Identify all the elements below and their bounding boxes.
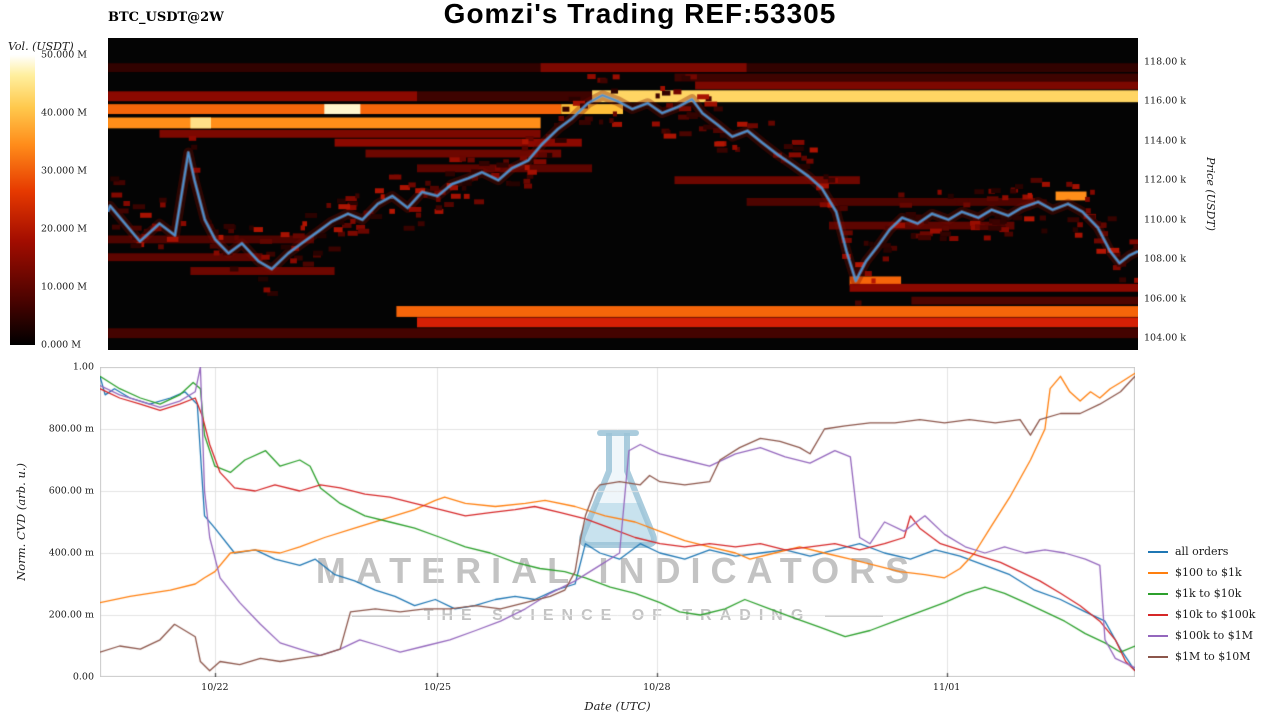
legend-line-swatch xyxy=(1148,655,1168,658)
colorbar-ticks: 50.000 M 40.000 M 30.000 M 20.000 M 10.000 M… xyxy=(41,50,105,351)
legend-label: $100k to $1M xyxy=(1175,629,1253,642)
cvd-x-tick: 11/01 xyxy=(932,682,961,693)
cvd-y-ticks: 1.00 800.00 m 600.00 m 400.00 m 200.00 m 0.00 xyxy=(26,362,94,683)
cvd-y-tick: 600.00 m xyxy=(48,485,94,497)
legend-label: $1k to $10k xyxy=(1175,587,1242,600)
cvd-y-tick: 800.00 m xyxy=(48,423,94,435)
page-title: Gomzi's Trading REF:53305 xyxy=(443,0,837,29)
price-tick: 108.00 k xyxy=(1144,253,1187,265)
legend-label: $1M to $10M xyxy=(1175,650,1251,663)
legend-item: $10k to $100k xyxy=(1148,604,1255,625)
cvd-x-axis-label: Date (UTC) xyxy=(584,699,651,713)
colorbar-gradient xyxy=(10,55,35,345)
legend-label: $10k to $100k xyxy=(1175,608,1256,621)
price-axis-label: Price (USDT) xyxy=(1204,38,1217,350)
colorbar-label: Vol. (USDT) xyxy=(8,40,74,53)
legend-item: $1k to $10k xyxy=(1148,583,1255,604)
legend-item: $100 to $1k xyxy=(1148,562,1255,583)
cvd-x-tick: 10/25 xyxy=(423,682,452,693)
legend-item: $100k to $1M xyxy=(1148,625,1255,646)
price-tick: 116.00 k xyxy=(1144,95,1187,107)
price-tick: 118.00 k xyxy=(1144,56,1187,68)
legend-line-swatch xyxy=(1148,592,1168,595)
legend-label: all orders xyxy=(1175,545,1229,558)
legend-label: $100 to $1k xyxy=(1175,566,1242,579)
colorbar-tick: 30.000 M xyxy=(41,165,87,177)
cvd-x-ticks: 10/22 10/25 10/28 11/01 xyxy=(100,682,1135,696)
colorbar-tick: 10.000 M xyxy=(41,281,87,293)
legend-line-swatch xyxy=(1148,571,1168,574)
legend-item: $1M to $10M xyxy=(1148,646,1255,667)
cvd-x-tick: 10/28 xyxy=(643,682,671,693)
price-tick: 106.00 k xyxy=(1144,293,1187,305)
price-axis-ticks: 118.00 k 116.00 k 114.00 k 112.00 k 110.00 k… xyxy=(1144,38,1206,350)
legend: all orders $100 to $1k $1k to $10k $10k to … xyxy=(1148,541,1255,667)
price-tick: 114.00 k xyxy=(1144,135,1187,147)
cvd-y-tick: 1.00 xyxy=(72,361,94,373)
legend-line-swatch xyxy=(1148,634,1168,637)
symbol-label: BTC_USDT@2W xyxy=(108,10,224,25)
cvd-y-tick: 400.00 m xyxy=(48,547,94,559)
legend-line-swatch xyxy=(1148,613,1168,616)
colorbar-tick: 20.000 M xyxy=(41,223,87,235)
price-tick: 112.00 k xyxy=(1144,174,1187,186)
cvd-lines-canvas xyxy=(100,367,1135,677)
cvd-x-tick: 10/22 xyxy=(201,682,229,693)
heatmap-canvas xyxy=(108,38,1138,350)
cvd-line-panel: MATERIAL INDICATORS THE SCIENCE OF TRADI… xyxy=(100,367,1135,677)
legend-line-swatch xyxy=(1148,550,1168,553)
colorbar-tick: 0.000 M xyxy=(41,339,81,351)
cvd-y-tick: 200.00 m xyxy=(48,609,94,621)
price-tick: 110.00 k xyxy=(1144,214,1187,226)
colorbar-tick: 40.000 M xyxy=(41,107,87,119)
price-axis-label-text: Price (USDT) xyxy=(1204,157,1217,231)
legend-item: all orders xyxy=(1148,541,1255,562)
price-heatmap-panel xyxy=(108,38,1138,350)
price-tick: 104.00 k xyxy=(1144,332,1187,344)
colorbar-tick: 50.000 M xyxy=(41,49,87,61)
cvd-y-tick: 0.00 xyxy=(72,671,94,683)
